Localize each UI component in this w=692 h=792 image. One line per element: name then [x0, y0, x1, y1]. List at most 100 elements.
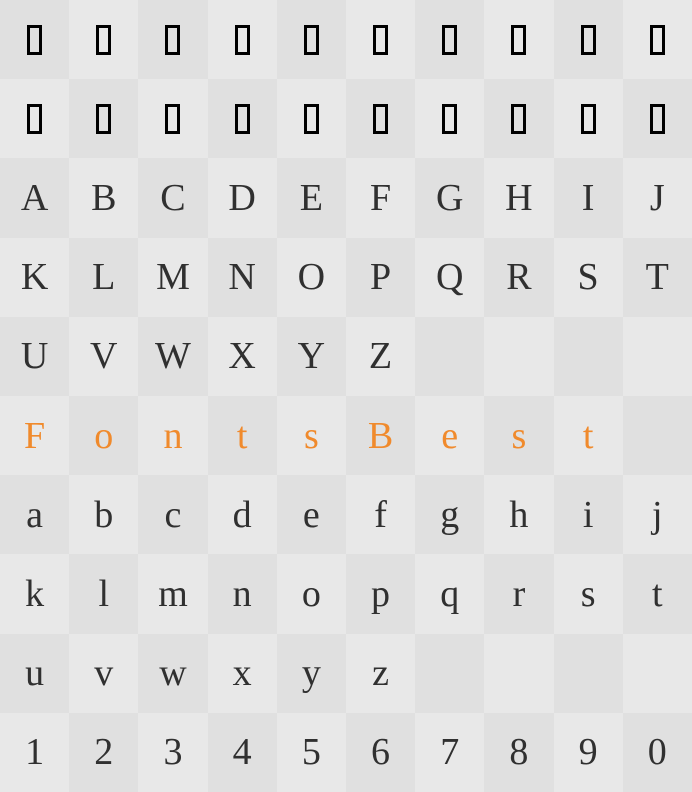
grid-cell[interactable]	[623, 317, 692, 396]
grid-cell[interactable]: R	[484, 238, 553, 317]
grid-cell[interactable]: K	[0, 238, 69, 317]
grid-cell[interactable]: p	[346, 554, 415, 633]
grid-cell[interactable]: E	[277, 158, 346, 237]
grid-cell[interactable]	[277, 0, 346, 79]
grid-cell[interactable]: Y	[277, 317, 346, 396]
grid-cell[interactable]: O	[277, 238, 346, 317]
grid-cell[interactable]: L	[69, 238, 138, 317]
grid-cell[interactable]	[208, 79, 277, 158]
grid-cell[interactable]	[346, 0, 415, 79]
grid-cell[interactable]	[484, 634, 553, 713]
grid-cell[interactable]: I	[554, 158, 623, 237]
grid-cell[interactable]: S	[554, 238, 623, 317]
grid-cell[interactable]: 6	[346, 713, 415, 792]
grid-cell[interactable]: D	[208, 158, 277, 237]
grid-cell[interactable]	[484, 79, 553, 158]
grid-cell[interactable]: a	[0, 475, 69, 554]
grid-cell[interactable]: G	[415, 158, 484, 237]
grid-cell[interactable]: 2	[69, 713, 138, 792]
grid-cell[interactable]: r	[484, 554, 553, 633]
grid-cell[interactable]: c	[138, 475, 207, 554]
grid-cell[interactable]: n	[138, 396, 207, 475]
grid-cell[interactable]: W	[138, 317, 207, 396]
grid-cell[interactable]	[415, 634, 484, 713]
grid-cell[interactable]: 5	[277, 713, 346, 792]
grid-cell[interactable]	[208, 0, 277, 79]
grid-cell[interactable]	[0, 0, 69, 79]
grid-cell[interactable]	[415, 79, 484, 158]
grid-cell[interactable]	[484, 0, 553, 79]
grid-cell[interactable]: q	[415, 554, 484, 633]
grid-cell[interactable]: d	[208, 475, 277, 554]
grid-cell[interactable]: B	[346, 396, 415, 475]
grid-cell[interactable]: l	[69, 554, 138, 633]
grid-cell[interactable]	[484, 317, 553, 396]
grid-cell[interactable]	[138, 79, 207, 158]
grid-cell[interactable]: U	[0, 317, 69, 396]
grid-cell[interactable]: A	[0, 158, 69, 237]
grid-cell[interactable]: T	[623, 238, 692, 317]
grid-cell[interactable]: f	[346, 475, 415, 554]
grid-cell[interactable]: m	[138, 554, 207, 633]
grid-cell[interactable]: s	[277, 396, 346, 475]
grid-cell[interactable]: H	[484, 158, 553, 237]
grid-cell[interactable]	[346, 79, 415, 158]
grid-cell[interactable]: Z	[346, 317, 415, 396]
grid-cell[interactable]: t	[208, 396, 277, 475]
grid-cell[interactable]	[415, 317, 484, 396]
grid-cell[interactable]	[623, 0, 692, 79]
grid-cell[interactable]: t	[623, 554, 692, 633]
grid-cell[interactable]: u	[0, 634, 69, 713]
grid-cell[interactable]	[554, 79, 623, 158]
grid-cell[interactable]	[415, 0, 484, 79]
grid-cell[interactable]: y	[277, 634, 346, 713]
grid-cell[interactable]: N	[208, 238, 277, 317]
grid-cell[interactable]: J	[623, 158, 692, 237]
grid-cell[interactable]: X	[208, 317, 277, 396]
grid-cell[interactable]: i	[554, 475, 623, 554]
grid-cell[interactable]	[69, 0, 138, 79]
grid-cell[interactable]: 4	[208, 713, 277, 792]
grid-cell[interactable]: n	[208, 554, 277, 633]
grid-cell[interactable]	[623, 634, 692, 713]
grid-cell[interactable]: x	[208, 634, 277, 713]
grid-cell[interactable]	[554, 0, 623, 79]
grid-cell[interactable]: 9	[554, 713, 623, 792]
grid-cell[interactable]: v	[69, 634, 138, 713]
grid-cell[interactable]: z	[346, 634, 415, 713]
grid-cell[interactable]: 0	[623, 713, 692, 792]
grid-cell[interactable]	[623, 79, 692, 158]
grid-cell[interactable]: F	[346, 158, 415, 237]
grid-cell[interactable]: M	[138, 238, 207, 317]
grid-cell[interactable]: 1	[0, 713, 69, 792]
grid-cell[interactable]: h	[484, 475, 553, 554]
grid-cell[interactable]	[0, 79, 69, 158]
grid-cell[interactable]: e	[415, 396, 484, 475]
grid-cell[interactable]: s	[484, 396, 553, 475]
grid-cell[interactable]: F	[0, 396, 69, 475]
grid-cell[interactable]	[554, 634, 623, 713]
grid-cell[interactable]: s	[554, 554, 623, 633]
grid-cell[interactable]	[277, 79, 346, 158]
grid-cell[interactable]: 8	[484, 713, 553, 792]
grid-cell[interactable]: w	[138, 634, 207, 713]
grid-cell[interactable]	[138, 0, 207, 79]
grid-cell[interactable]: C	[138, 158, 207, 237]
grid-cell[interactable]: o	[69, 396, 138, 475]
grid-cell[interactable]: b	[69, 475, 138, 554]
grid-cell[interactable]: o	[277, 554, 346, 633]
grid-cell[interactable]: k	[0, 554, 69, 633]
grid-cell[interactable]	[623, 396, 692, 475]
grid-cell[interactable]: 3	[138, 713, 207, 792]
grid-cell[interactable]: t	[554, 396, 623, 475]
grid-cell[interactable]: g	[415, 475, 484, 554]
grid-cell[interactable]: B	[69, 158, 138, 237]
grid-cell[interactable]	[554, 317, 623, 396]
grid-cell[interactable]: Q	[415, 238, 484, 317]
grid-cell[interactable]: P	[346, 238, 415, 317]
grid-cell[interactable]: e	[277, 475, 346, 554]
grid-cell[interactable]	[69, 79, 138, 158]
grid-cell[interactable]: j	[623, 475, 692, 554]
grid-cell[interactable]: V	[69, 317, 138, 396]
grid-cell[interactable]: 7	[415, 713, 484, 792]
